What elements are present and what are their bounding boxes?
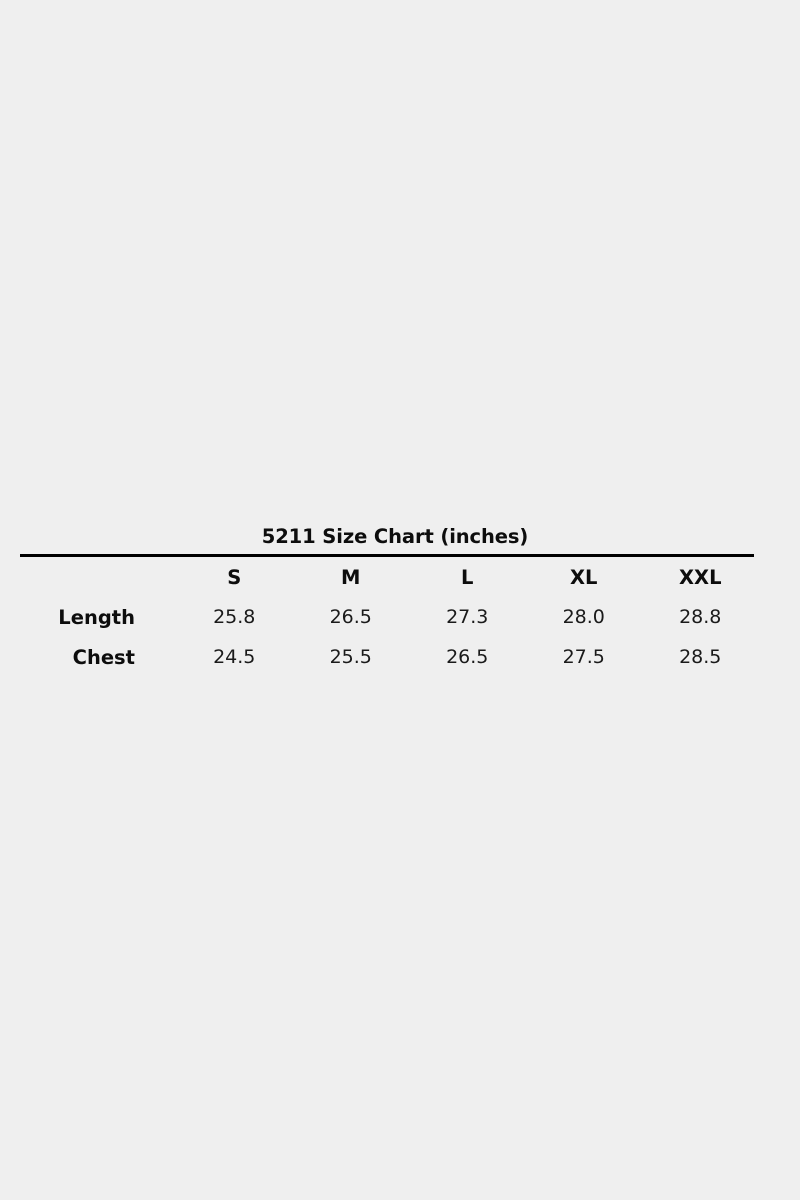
table-header-row: S M L XL XXL <box>0 557 800 597</box>
cell-length-m: 26.5 <box>329 606 372 628</box>
table-header: S M L XL XXL <box>0 557 800 597</box>
table-row: Chest 24.5 25.5 26.5 27.5 28.5 <box>0 637 800 677</box>
column-header-l: L <box>461 565 474 589</box>
column-header-xxl: XXL <box>679 565 722 589</box>
cell-length-xl: 28.0 <box>562 606 605 628</box>
size-chart-block: 5211 Size Chart (inches) S M L XL XXL <box>0 520 800 677</box>
cell-chest-xxl: 28.5 <box>679 646 722 668</box>
header-rule-divider <box>20 554 754 557</box>
table-body: Length 25.8 26.5 27.3 28.0 28.8 Chest 24… <box>0 597 800 677</box>
chart-title: 5211 Size Chart (inches) <box>261 525 529 548</box>
cell-chest-s: 24.5 <box>213 646 256 668</box>
table-row: Length 25.8 26.5 27.3 28.0 28.8 <box>0 597 800 637</box>
size-chart-table: S M L XL XXL Length 25.8 26.5 27.3 28.0 … <box>0 557 800 677</box>
column-header-xl: XL <box>570 565 598 589</box>
row-spacer <box>759 597 800 637</box>
cell-length-s: 25.8 <box>213 606 256 628</box>
table-header-spacer <box>759 557 800 597</box>
column-header-s: S <box>227 565 242 589</box>
row-spacer <box>759 637 800 677</box>
cell-length-l: 27.3 <box>446 606 489 628</box>
row-label-chest: Chest <box>72 645 135 669</box>
row-label-length: Length <box>58 605 135 629</box>
cell-length-xxl: 28.8 <box>679 606 722 628</box>
table-corner-header <box>0 557 176 597</box>
column-header-m: M <box>341 565 361 589</box>
cell-chest-xl: 27.5 <box>562 646 605 668</box>
cell-chest-m: 25.5 <box>329 646 372 668</box>
cell-chest-l: 26.5 <box>446 646 489 668</box>
